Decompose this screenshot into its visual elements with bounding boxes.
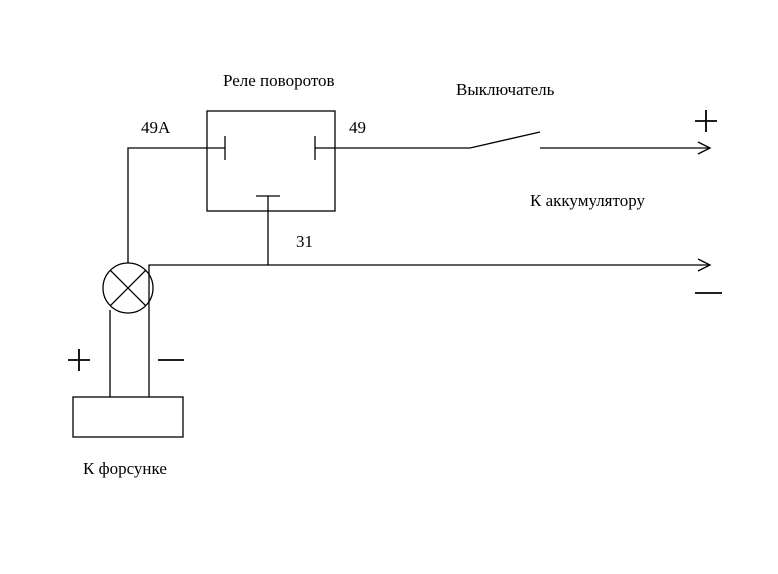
switch-arm xyxy=(470,132,540,148)
switch-title-label: Выключатель xyxy=(456,80,554,100)
circuit-diagram: Реле поворотов Выключатель 49А 49 31 К а… xyxy=(0,0,778,574)
relay-title-label: Реле поворотов xyxy=(223,71,335,91)
pin-49a-label: 49А xyxy=(141,118,170,138)
pin-31-label: 31 xyxy=(296,232,313,252)
to-injector-label: К форсунке xyxy=(83,459,167,479)
injector-box xyxy=(73,397,183,437)
pin-49-label: 49 xyxy=(349,118,366,138)
wire-49a-to-lamp xyxy=(128,148,207,263)
wire-31-left xyxy=(149,211,268,350)
circuit-svg xyxy=(0,0,778,574)
to-battery-label: К аккумулятору xyxy=(530,191,645,211)
